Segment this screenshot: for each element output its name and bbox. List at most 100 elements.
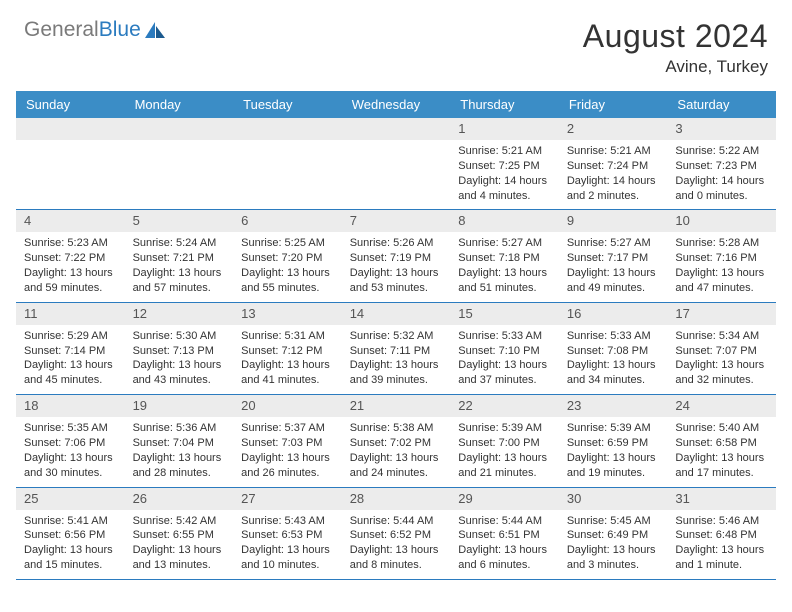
daynum-strip: 25262728293031 <box>16 488 776 510</box>
day-data-line: Sunrise: 5:37 AM <box>241 421 334 436</box>
day-data-line: Sunrise: 5:41 AM <box>24 514 117 529</box>
day-data-line: Daylight: 13 hours <box>241 266 334 281</box>
daybody-strip: Sunrise: 5:23 AMSunset: 7:22 PMDaylight:… <box>16 232 776 301</box>
dayname-saturday: Saturday <box>667 91 776 118</box>
day-data-line: and 4 minutes. <box>458 189 551 204</box>
day-data-line: Sunset: 7:18 PM <box>458 251 551 266</box>
dayname-wednesday: Wednesday <box>342 91 451 118</box>
day-data-line: Sunrise: 5:22 AM <box>675 144 768 159</box>
day-data: Sunrise: 5:30 AMSunset: 7:13 PMDaylight:… <box>125 325 234 394</box>
day-data: Sunrise: 5:28 AMSunset: 7:16 PMDaylight:… <box>667 232 776 301</box>
day-number: 24 <box>667 395 776 417</box>
day-data-line: Sunrise: 5:43 AM <box>241 514 334 529</box>
day-data-line: and 49 minutes. <box>567 281 660 296</box>
day-data-line: Sunrise: 5:21 AM <box>458 144 551 159</box>
day-data-line: and 8 minutes. <box>350 558 443 573</box>
daynum-strip: 123 <box>16 118 776 140</box>
day-data-line: Sunset: 7:11 PM <box>350 344 443 359</box>
day-data-line: and 13 minutes. <box>133 558 226 573</box>
day-data-line: and 6 minutes. <box>458 558 551 573</box>
day-data-line: Sunrise: 5:44 AM <box>350 514 443 529</box>
day-data <box>233 140 342 209</box>
day-data-line: and 15 minutes. <box>24 558 117 573</box>
day-data-line: Sunrise: 5:45 AM <box>567 514 660 529</box>
day-data: Sunrise: 5:32 AMSunset: 7:11 PMDaylight:… <box>342 325 451 394</box>
day-data-line: Sunset: 7:17 PM <box>567 251 660 266</box>
day-data-line: and 2 minutes. <box>567 189 660 204</box>
day-data-line: Sunset: 6:53 PM <box>241 528 334 543</box>
day-number: 29 <box>450 488 559 510</box>
day-data-line: Sunset: 7:25 PM <box>458 159 551 174</box>
day-data: Sunrise: 5:45 AMSunset: 6:49 PMDaylight:… <box>559 510 668 579</box>
week-row: 11121314151617Sunrise: 5:29 AMSunset: 7:… <box>16 303 776 395</box>
day-number: 10 <box>667 210 776 232</box>
day-number: 13 <box>233 303 342 325</box>
day-data-line: and 55 minutes. <box>241 281 334 296</box>
daybody-strip: Sunrise: 5:41 AMSunset: 6:56 PMDaylight:… <box>16 510 776 579</box>
day-data-line: Sunset: 7:14 PM <box>24 344 117 359</box>
day-data-line: Daylight: 13 hours <box>24 266 117 281</box>
day-data-line: Sunset: 7:02 PM <box>350 436 443 451</box>
month-title: August 2024 <box>583 18 768 55</box>
day-data-line: Daylight: 13 hours <box>24 358 117 373</box>
day-data-line: Daylight: 13 hours <box>458 266 551 281</box>
day-data-line: Daylight: 13 hours <box>133 451 226 466</box>
day-number: 19 <box>125 395 234 417</box>
day-number: 26 <box>125 488 234 510</box>
daybody-strip: Sunrise: 5:35 AMSunset: 7:06 PMDaylight:… <box>16 417 776 486</box>
day-number: 9 <box>559 210 668 232</box>
day-data: Sunrise: 5:21 AMSunset: 7:25 PMDaylight:… <box>450 140 559 209</box>
dayname-row: SundayMondayTuesdayWednesdayThursdayFrid… <box>16 91 776 118</box>
day-data-line: Sunrise: 5:24 AM <box>133 236 226 251</box>
day-data-line: and 10 minutes. <box>241 558 334 573</box>
day-data-line: Sunset: 7:23 PM <box>675 159 768 174</box>
day-data-line: Sunrise: 5:34 AM <box>675 329 768 344</box>
day-data-line: Sunset: 7:03 PM <box>241 436 334 451</box>
day-data-line: Daylight: 13 hours <box>675 451 768 466</box>
day-data: Sunrise: 5:23 AMSunset: 7:22 PMDaylight:… <box>16 232 125 301</box>
day-data: Sunrise: 5:36 AMSunset: 7:04 PMDaylight:… <box>125 417 234 486</box>
day-data-line: and 0 minutes. <box>675 189 768 204</box>
day-data: Sunrise: 5:22 AMSunset: 7:23 PMDaylight:… <box>667 140 776 209</box>
day-data: Sunrise: 5:34 AMSunset: 7:07 PMDaylight:… <box>667 325 776 394</box>
day-data-line: Sunset: 7:04 PM <box>133 436 226 451</box>
day-data-line: Sunrise: 5:27 AM <box>458 236 551 251</box>
day-data-line: and 24 minutes. <box>350 466 443 481</box>
day-data-line: Sunset: 6:51 PM <box>458 528 551 543</box>
day-data-line: Sunrise: 5:39 AM <box>567 421 660 436</box>
day-data: Sunrise: 5:44 AMSunset: 6:52 PMDaylight:… <box>342 510 451 579</box>
day-data-line: Daylight: 13 hours <box>567 266 660 281</box>
day-data: Sunrise: 5:44 AMSunset: 6:51 PMDaylight:… <box>450 510 559 579</box>
day-data-line: Sunrise: 5:29 AM <box>24 329 117 344</box>
day-data: Sunrise: 5:40 AMSunset: 6:58 PMDaylight:… <box>667 417 776 486</box>
day-number: 11 <box>16 303 125 325</box>
day-data-line: and 21 minutes. <box>458 466 551 481</box>
day-data-line: Sunrise: 5:26 AM <box>350 236 443 251</box>
day-data-line: Sunrise: 5:28 AM <box>675 236 768 251</box>
day-data <box>342 140 451 209</box>
logo-text-general: General <box>24 18 99 41</box>
day-data-line: and 28 minutes. <box>133 466 226 481</box>
day-data-line: Sunset: 6:55 PM <box>133 528 226 543</box>
day-data-line: and 47 minutes. <box>675 281 768 296</box>
daynum-strip: 11121314151617 <box>16 303 776 325</box>
day-number: 31 <box>667 488 776 510</box>
day-data-line: Daylight: 13 hours <box>567 543 660 558</box>
day-data: Sunrise: 5:29 AMSunset: 7:14 PMDaylight:… <box>16 325 125 394</box>
day-data: Sunrise: 5:43 AMSunset: 6:53 PMDaylight:… <box>233 510 342 579</box>
week-row: 45678910Sunrise: 5:23 AMSunset: 7:22 PMD… <box>16 210 776 302</box>
day-data: Sunrise: 5:39 AMSunset: 6:59 PMDaylight:… <box>559 417 668 486</box>
day-data-line: Sunset: 7:12 PM <box>241 344 334 359</box>
week-row: 25262728293031Sunrise: 5:41 AMSunset: 6:… <box>16 488 776 580</box>
day-data-line: Sunset: 7:19 PM <box>350 251 443 266</box>
day-data-line: Daylight: 13 hours <box>567 358 660 373</box>
day-number: 16 <box>559 303 668 325</box>
day-data-line: Sunrise: 5:33 AM <box>567 329 660 344</box>
day-data <box>125 140 234 209</box>
day-number: 7 <box>342 210 451 232</box>
day-data-line: Sunset: 7:20 PM <box>241 251 334 266</box>
day-data-line: Sunrise: 5:44 AM <box>458 514 551 529</box>
day-data-line: Daylight: 13 hours <box>458 543 551 558</box>
day-data-line: Sunset: 6:59 PM <box>567 436 660 451</box>
logo: GeneralBlue <box>24 18 167 42</box>
